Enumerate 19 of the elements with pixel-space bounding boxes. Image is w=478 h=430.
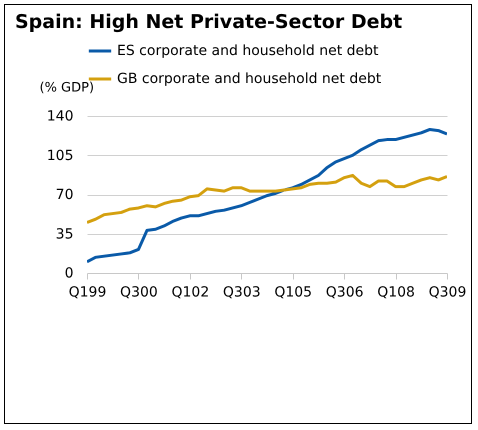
x-tick-label: Q303 bbox=[222, 284, 261, 300]
line-series bbox=[87, 174, 447, 224]
x-tick-label: Q306 bbox=[326, 284, 364, 300]
chart-title: Spain: High Net Private-Sector Debt bbox=[15, 11, 402, 33]
line-series bbox=[87, 128, 447, 264]
legend-label: ES corporate and household net debt bbox=[117, 43, 380, 59]
y-tick-label: 0 bbox=[64, 266, 74, 282]
legend-label: GB corporate and household net debt bbox=[117, 71, 382, 87]
x-tick-label: Q300 bbox=[120, 284, 158, 300]
y-tick-label: 140 bbox=[46, 108, 74, 124]
y-axis-title: (% GDP) bbox=[40, 80, 94, 96]
y-tick-label: 35 bbox=[56, 226, 74, 242]
y-tick-label: 105 bbox=[46, 148, 74, 164]
x-tick-label: Q199 bbox=[68, 284, 106, 300]
x-tick-label: Q309 bbox=[428, 284, 466, 300]
x-tick-label: Q108 bbox=[377, 284, 415, 300]
y-tick-label: 70 bbox=[56, 187, 74, 203]
x-tick-label: Q105 bbox=[274, 284, 312, 300]
x-tick-label: Q102 bbox=[171, 284, 210, 300]
